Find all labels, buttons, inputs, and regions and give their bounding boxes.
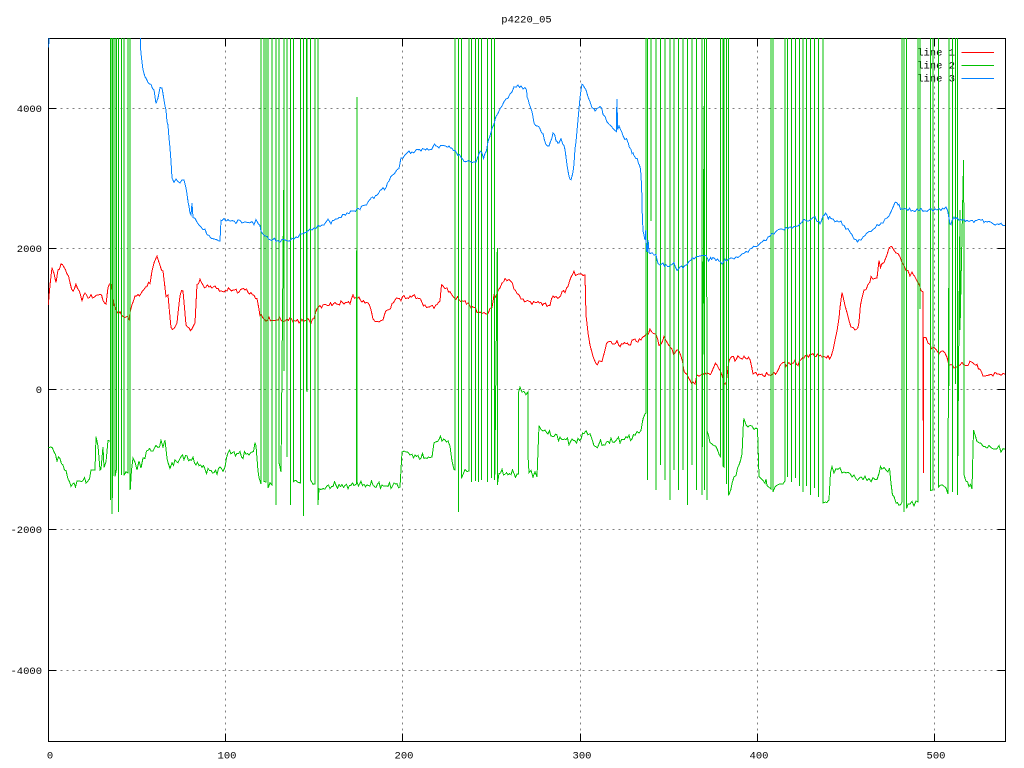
svg-text:-4000: -4000 — [10, 666, 42, 678]
svg-text:100: 100 — [218, 751, 237, 763]
svg-text:200: 200 — [395, 751, 414, 763]
svg-text:0: 0 — [36, 385, 42, 397]
svg-text:2000: 2000 — [17, 244, 42, 256]
svg-text:line 2: line 2 — [917, 61, 955, 73]
svg-text:p4220_05: p4220_05 — [501, 15, 551, 27]
svg-text:line 1: line 1 — [917, 48, 955, 60]
svg-text:400: 400 — [750, 751, 769, 763]
svg-text:0: 0 — [47, 751, 53, 763]
svg-text:300: 300 — [573, 751, 592, 763]
svg-text:-2000: -2000 — [10, 525, 42, 537]
svg-text:4000: 4000 — [17, 104, 42, 116]
svg-text:500: 500 — [927, 751, 946, 763]
svg-text:line 3: line 3 — [917, 74, 955, 86]
